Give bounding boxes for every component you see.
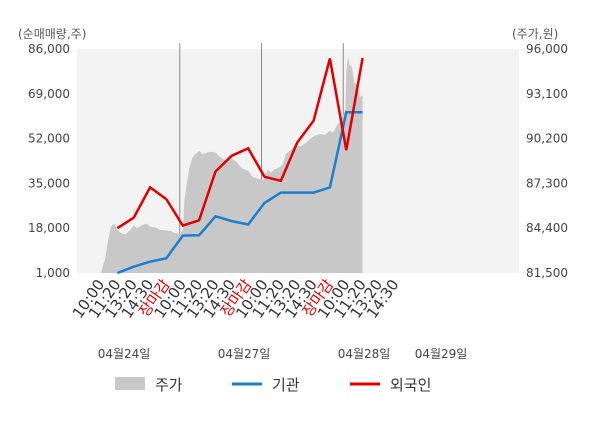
legend-label-foreign: 외국인 xyxy=(390,376,431,394)
left-tick-label: 35,000 xyxy=(28,176,70,190)
right-tick-label: 90,200 xyxy=(526,132,568,146)
day-label: 04월24일 xyxy=(98,347,151,361)
right-axis-unit: (주가,원) xyxy=(512,27,558,41)
series-line-institution xyxy=(116,110,363,275)
day-label: 04월27일 xyxy=(218,347,271,361)
left-tick-label: 18,000 xyxy=(28,221,70,235)
legend-label-price: 주가 xyxy=(155,376,183,394)
right-tick-label: 81,500 xyxy=(526,266,568,280)
left-tick-label: 69,000 xyxy=(28,87,70,101)
legend-swatch-price xyxy=(115,377,145,390)
left-axis-unit: (순매매량,주) xyxy=(18,27,86,41)
legend-label-institution: 기관 xyxy=(272,376,300,394)
left-tick-label: 52,000 xyxy=(28,132,70,146)
right-tick-label: 87,300 xyxy=(526,176,568,190)
left-tick-label: 1,000 xyxy=(36,266,70,280)
right-tick-label: 84,400 xyxy=(526,221,568,235)
day-label: 04월29일 xyxy=(415,347,468,361)
day-label: 04월28일 xyxy=(338,347,391,361)
series-line-foreign xyxy=(116,57,364,230)
right-tick-label: 96,000 xyxy=(526,42,568,56)
right-tick-label: 93,100 xyxy=(526,87,568,101)
left-tick-label: 86,000 xyxy=(28,42,70,56)
price-area xyxy=(101,56,363,274)
